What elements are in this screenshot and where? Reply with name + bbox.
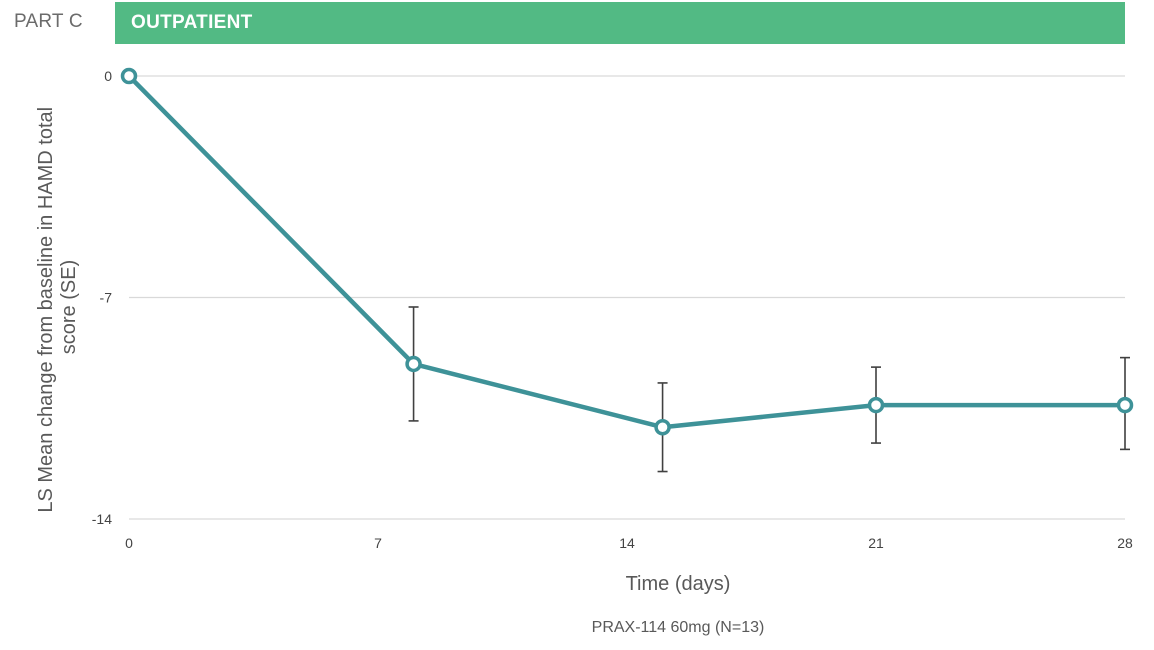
legend-label: PRAX-114 60mg (N=13) <box>592 619 765 636</box>
y-tick-label: -7 <box>100 290 113 306</box>
data-point <box>654 418 671 436</box>
x-tick-label: 28 <box>1117 535 1133 551</box>
x-tick-label: 7 <box>374 535 382 551</box>
x-tick-labels: 0 7 14 21 28 <box>125 535 1133 551</box>
series-lines <box>126 73 1128 430</box>
y-axis-title-line-2: score (SE) <box>58 260 80 354</box>
y-axis-title-line-1: LS Mean change from baseline in HAMD tot… <box>35 107 57 513</box>
section-banner: OUTPATIENT <box>115 2 1125 44</box>
y-axis-title: LS Mean change from baseline in HAMD tot… <box>35 101 80 512</box>
series-line <box>126 73 1128 430</box>
gridlines <box>129 75 1125 520</box>
y-tick-labels: 0 -7 -14 <box>92 68 112 527</box>
y-tick-label: -14 <box>92 511 112 527</box>
part-label: PART C <box>14 11 83 32</box>
data-point <box>405 355 422 373</box>
data-point <box>120 67 138 85</box>
data-points <box>120 67 1134 436</box>
data-point <box>867 396 885 414</box>
y-tick-label: 0 <box>104 68 112 84</box>
x-axis-title: Time (days) <box>626 573 731 595</box>
banner-title: OUTPATIENT <box>131 12 253 33</box>
x-tick-label: 14 <box>619 535 635 551</box>
x-tick-label: 0 <box>125 535 133 551</box>
x-tick-label: 21 <box>868 535 884 551</box>
data-point <box>1116 396 1134 414</box>
